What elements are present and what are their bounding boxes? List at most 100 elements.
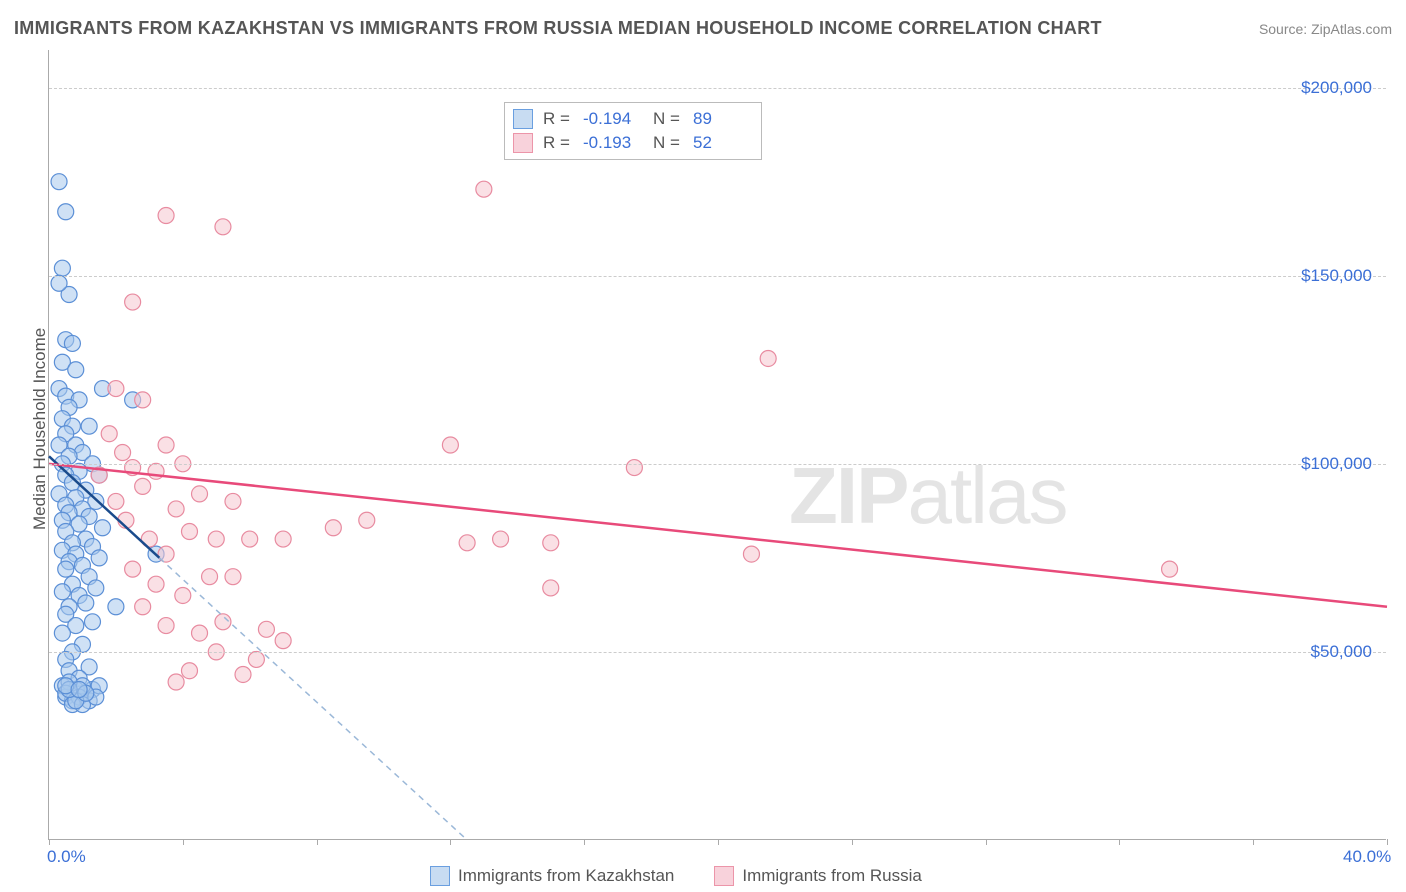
data-point — [158, 208, 174, 224]
data-point — [543, 580, 559, 596]
data-point — [158, 618, 174, 634]
gridline — [49, 88, 1386, 89]
legend-swatch — [513, 133, 533, 153]
stats-legend-box: R = -0.194 N = 89 R = -0.193 N = 52 — [504, 102, 762, 160]
y-tick-label: $150,000 — [1301, 266, 1372, 286]
data-point — [242, 531, 258, 547]
data-point — [225, 569, 241, 585]
y-tick-label: $100,000 — [1301, 454, 1372, 474]
data-point — [626, 460, 642, 476]
data-point — [275, 531, 291, 547]
stats-row: R = -0.194 N = 89 — [513, 107, 753, 131]
data-point — [125, 294, 141, 310]
x-tick-label: 0.0% — [47, 847, 86, 867]
data-point — [543, 535, 559, 551]
chart-svg — [49, 50, 1386, 839]
data-point — [181, 663, 197, 679]
data-point — [108, 381, 124, 397]
data-point — [158, 437, 174, 453]
y-axis-title: Median Household Income — [30, 328, 50, 530]
data-point — [54, 625, 70, 641]
x-tick — [49, 839, 50, 845]
data-point — [275, 633, 291, 649]
data-point — [95, 520, 111, 536]
data-point — [175, 587, 191, 603]
stat-n-label: N = — [653, 133, 683, 153]
data-point — [1162, 561, 1178, 577]
stat-n-value: 89 — [693, 109, 753, 129]
data-point — [68, 362, 84, 378]
x-tick — [852, 839, 853, 845]
data-point — [135, 478, 151, 494]
x-tick — [718, 839, 719, 845]
data-point — [135, 599, 151, 615]
bottom-legend: Immigrants from Kazakhstan Immigrants fro… — [430, 866, 922, 886]
data-point — [54, 260, 70, 276]
data-point — [258, 621, 274, 637]
data-point — [442, 437, 458, 453]
data-point — [476, 181, 492, 197]
data-point — [108, 493, 124, 509]
data-point — [208, 531, 224, 547]
data-point — [88, 580, 104, 596]
legend-item: Immigrants from Kazakhstan — [430, 866, 674, 886]
x-tick — [584, 839, 585, 845]
x-tick — [1387, 839, 1388, 845]
gridline — [49, 652, 1386, 653]
legend-label: Immigrants from Kazakhstan — [458, 866, 674, 886]
data-point — [58, 561, 74, 577]
x-tick — [317, 839, 318, 845]
y-tick-label: $200,000 — [1301, 78, 1372, 98]
data-point — [215, 614, 231, 630]
stat-r-value: -0.194 — [583, 109, 643, 129]
data-point — [760, 350, 776, 366]
gridline — [49, 464, 1386, 465]
source-attribution: Source: ZipAtlas.com — [1259, 21, 1392, 37]
x-tick — [986, 839, 987, 845]
data-point — [215, 219, 231, 235]
stat-r-label: R = — [543, 133, 573, 153]
legend-item: Immigrants from Russia — [714, 866, 921, 886]
data-point — [235, 666, 251, 682]
x-tick — [1119, 839, 1120, 845]
data-point — [192, 625, 208, 641]
data-point — [51, 275, 67, 291]
trend-line-extension — [159, 558, 467, 840]
chart-header: IMMIGRANTS FROM KAZAKHSTAN VS IMMIGRANTS… — [14, 18, 1392, 39]
data-point — [248, 651, 264, 667]
data-point — [81, 418, 97, 434]
data-point — [84, 614, 100, 630]
data-point — [202, 569, 218, 585]
data-point — [743, 546, 759, 562]
x-tick — [183, 839, 184, 845]
data-point — [64, 335, 80, 351]
data-point — [51, 174, 67, 190]
data-point — [71, 682, 87, 698]
data-point — [181, 524, 197, 540]
data-point — [78, 595, 94, 611]
data-point — [115, 445, 131, 461]
data-point — [325, 520, 341, 536]
data-point — [58, 204, 74, 220]
x-tick-label: 40.0% — [1343, 847, 1391, 867]
legend-label: Immigrants from Russia — [742, 866, 921, 886]
stat-n-label: N = — [653, 109, 683, 129]
data-point — [101, 426, 117, 442]
data-point — [148, 576, 164, 592]
stat-n-value: 52 — [693, 133, 753, 153]
plot-area: ZIPatlas R =-0.194N =89R =-0.193N =52 $5… — [48, 50, 1386, 840]
data-point — [125, 561, 141, 577]
data-point — [359, 512, 375, 528]
data-point — [54, 584, 70, 600]
data-point — [168, 501, 184, 517]
data-point — [91, 550, 107, 566]
stat-r-label: R = — [543, 109, 573, 129]
chart-title: IMMIGRANTS FROM KAZAKHSTAN VS IMMIGRANTS… — [14, 18, 1102, 39]
stat-r-value: -0.193 — [583, 133, 643, 153]
stats-row: R = -0.193 N = 52 — [513, 131, 753, 155]
gridline — [49, 276, 1386, 277]
data-point — [459, 535, 475, 551]
y-tick-label: $50,000 — [1311, 642, 1372, 662]
data-point — [135, 392, 151, 408]
data-point — [108, 599, 124, 615]
